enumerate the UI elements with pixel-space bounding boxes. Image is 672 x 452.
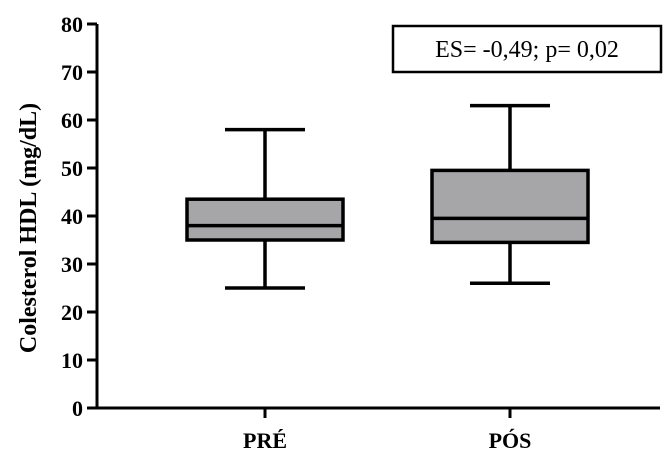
y-axis-title: Colesterol HDL (mg/dL) (16, 103, 42, 353)
box-pos (430, 103, 590, 285)
y-tick-label: 10 (61, 348, 83, 373)
y-tick-label: 70 (61, 60, 83, 85)
annotation-box: ES= -0,49; p= 0,02 (391, 24, 663, 74)
annotation-text: ES= -0,49; p= 0,02 (435, 37, 619, 63)
box-pre (185, 127, 345, 290)
y-tick-label: 40 (61, 204, 83, 229)
y-tick-label: 20 (61, 300, 83, 325)
y-tick-label: 80 (61, 12, 83, 37)
y-tick-label: 0 (72, 396, 83, 421)
boxes (185, 103, 590, 290)
y-axis: 0 10 20 30 40 50 60 70 80 (61, 12, 99, 421)
iqr-box (185, 197, 345, 242)
annotation-frame (391, 24, 663, 74)
y-tick-label: 30 (61, 252, 83, 277)
x-category-label: PÓS (489, 428, 532, 452)
iqr-box (430, 168, 590, 245)
x-category-label: PRÉ (243, 428, 287, 452)
y-tick-label: 50 (61, 156, 83, 181)
y-tick-label: 60 (61, 108, 83, 133)
x-axis: PRÉ PÓS (97, 406, 660, 452)
